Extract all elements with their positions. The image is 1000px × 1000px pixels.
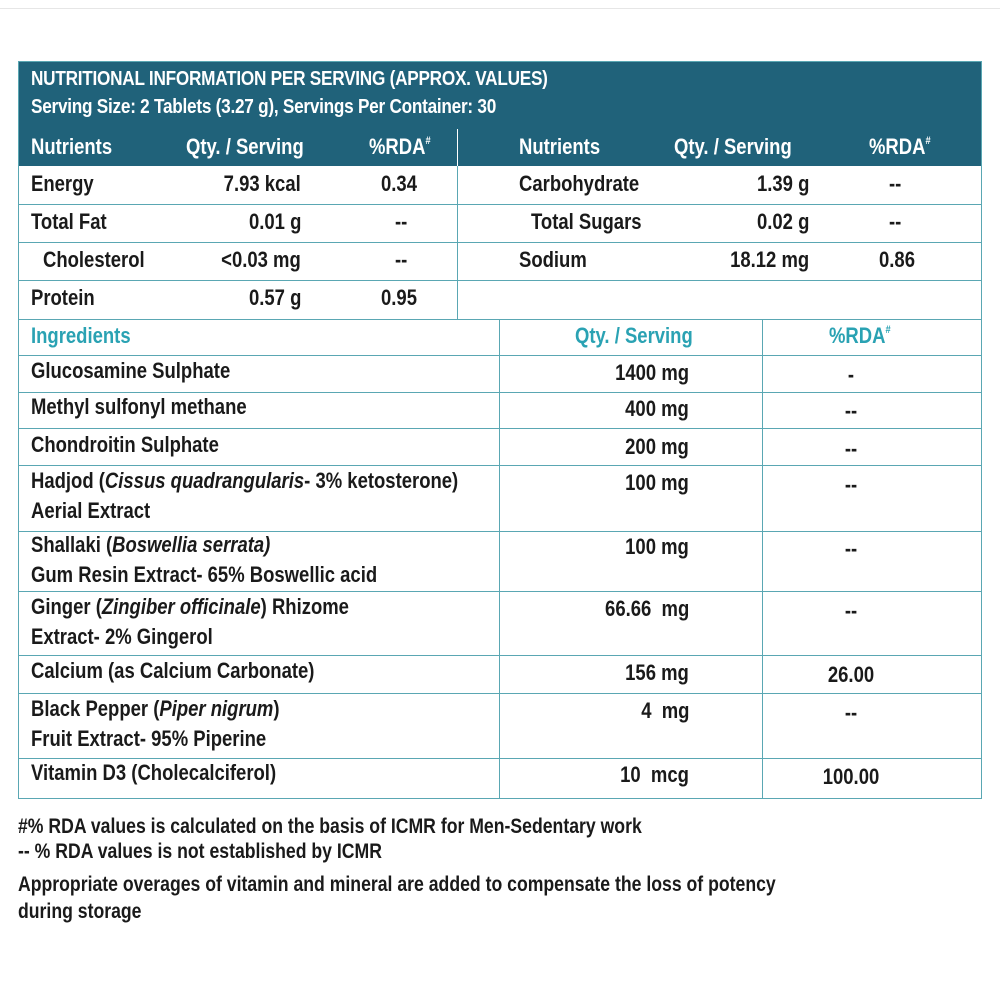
divider bbox=[499, 319, 500, 798]
ingredient-rda: -- bbox=[844, 398, 858, 423]
ingredient-rda: -- bbox=[844, 436, 858, 461]
ingredient-name: Methyl sulfonyl methane bbox=[31, 394, 247, 419]
divider bbox=[19, 428, 981, 429]
nutrient-name: Total Fat bbox=[31, 209, 107, 234]
nutrient-name: Carbohydrate bbox=[519, 171, 640, 196]
footnote-overages: Appropriate overages of vitamin and mine… bbox=[18, 873, 776, 896]
ingredient-rda: 100.00 bbox=[822, 764, 880, 789]
nutrient-name: Sodium bbox=[519, 247, 587, 272]
nutrient-name: Protein bbox=[31, 285, 95, 310]
ingredient-name: Glucosamine Sulphate bbox=[31, 358, 231, 383]
ingredient-qty: 4 mg bbox=[640, 698, 689, 723]
ingredient-name: Shallaki (Boswellia serrata) bbox=[31, 532, 271, 557]
ingredient-name: Black Pepper (Piper nigrum) bbox=[31, 696, 280, 721]
divider bbox=[457, 166, 458, 319]
nutrient-qty: 0.57 g bbox=[248, 285, 301, 310]
ingredient-rda: -- bbox=[844, 536, 858, 561]
col-nutrients-left: Nutrients bbox=[31, 134, 113, 159]
divider bbox=[19, 280, 981, 281]
ingredient-name: Vitamin D3 (Cholecalciferol) bbox=[31, 760, 277, 785]
divider bbox=[457, 129, 458, 166]
ingredient-name-line2: Extract- 2% Gingerol bbox=[31, 624, 213, 649]
nutrient-rda: -- bbox=[395, 209, 408, 234]
nutrient-rda: -- bbox=[395, 247, 408, 272]
panel-header: NUTRITIONAL INFORMATION PER SERVING (APP… bbox=[19, 62, 981, 129]
ingredient-name: Ginger (Zingiber officinale) Rhizome bbox=[31, 594, 349, 619]
col-qty-left: Qty. / Serving bbox=[186, 134, 304, 159]
nutrient-rda: 0.34 bbox=[381, 171, 417, 196]
ingredient-qty: 400 mg bbox=[625, 396, 689, 421]
rda-mark: # bbox=[885, 324, 891, 336]
footnote-not-established: -- % RDA values is not established by IC… bbox=[18, 840, 382, 863]
col-rda-right: %RDA# bbox=[869, 134, 931, 159]
ingredient-name: Chondroitin Sulphate bbox=[31, 432, 219, 457]
divider bbox=[19, 392, 981, 393]
nutrient-name: Energy bbox=[31, 171, 94, 196]
col-rda-left: %RDA# bbox=[369, 134, 431, 159]
ingredient-name: Hadjod (Cissus quadrangularis- 3% ketost… bbox=[31, 468, 459, 493]
divider bbox=[19, 319, 981, 320]
footnote-rda: #% RDA values is calculated on the basis… bbox=[18, 815, 642, 838]
footnote-storage: during storage bbox=[18, 900, 142, 923]
nutrient-qty: <0.03 mg bbox=[221, 247, 301, 272]
panel-title: NUTRITIONAL INFORMATION PER SERVING (APP… bbox=[31, 68, 548, 90]
divider bbox=[19, 591, 981, 592]
nutrient-rda: -- bbox=[889, 171, 902, 196]
nutrient-rda: -- bbox=[889, 209, 902, 234]
divider bbox=[19, 655, 981, 656]
nutrient-qty: 0.01 g bbox=[248, 209, 301, 234]
divider bbox=[19, 242, 981, 243]
rda-mark: # bbox=[425, 135, 431, 147]
nutrient-qty: 1.39 g bbox=[756, 171, 809, 196]
nutrient-rda: 0.86 bbox=[879, 247, 915, 272]
nutrient-rda: 0.95 bbox=[381, 285, 417, 310]
nutrient-name: Total Sugars bbox=[531, 209, 642, 234]
ingredient-rda: -- bbox=[844, 472, 858, 497]
divider bbox=[19, 465, 981, 466]
ingredient-name: Calcium (as Calcium Carbonate) bbox=[31, 658, 315, 683]
nutrient-qty: 7.93 kcal bbox=[223, 171, 301, 196]
col-ingredients: Ingredients bbox=[31, 323, 131, 348]
nutrient-qty: 0.02 g bbox=[756, 209, 809, 234]
divider bbox=[19, 758, 981, 759]
col-nutrients-right: Nutrients bbox=[519, 134, 601, 159]
divider bbox=[762, 319, 763, 798]
ingredient-qty: 200 mg bbox=[625, 434, 689, 459]
ingredient-rda: 26.00 bbox=[827, 662, 875, 687]
ingredient-qty: 100 mg bbox=[625, 470, 689, 495]
ingredient-qty: 100 mg bbox=[625, 534, 689, 559]
col-ingredient-qty: Qty. / Serving bbox=[575, 323, 693, 348]
col-qty-right: Qty. / Serving bbox=[674, 134, 792, 159]
ingredient-name-line2: Fruit Extract- 95% Piperine bbox=[31, 726, 267, 751]
nutrient-qty: 18.12 mg bbox=[729, 247, 809, 272]
rda-mark: # bbox=[925, 135, 931, 147]
divider bbox=[19, 693, 981, 694]
divider bbox=[19, 355, 981, 356]
nutrient-header-row: Nutrients Qty. / Serving %RDA# Nutrients… bbox=[19, 129, 981, 166]
ingredient-qty: 66.66 mg bbox=[604, 596, 689, 621]
divider bbox=[19, 531, 981, 532]
ingredient-qty: 10 mcg bbox=[620, 762, 689, 787]
divider bbox=[19, 204, 981, 205]
serving-info: Serving Size: 2 Tablets (3.27 g), Servin… bbox=[31, 96, 497, 118]
col-ingredient-rda: %RDA# bbox=[829, 323, 891, 348]
ingredient-qty: 156 mg bbox=[625, 660, 689, 685]
nutrient-name: Cholesterol bbox=[43, 247, 145, 272]
ingredient-rda: -- bbox=[844, 700, 858, 725]
nutrition-panel: NUTRITIONAL INFORMATION PER SERVING (APP… bbox=[18, 61, 982, 799]
ingredient-rda: -- bbox=[844, 598, 858, 623]
ingredient-name-line2: Gum Resin Extract- 65% Boswellic acid bbox=[31, 562, 378, 587]
ingredient-qty: 1400 mg bbox=[615, 360, 689, 385]
ingredient-rda: - bbox=[847, 362, 855, 387]
ingredient-name-line2: Aerial Extract bbox=[31, 498, 151, 523]
top-divider bbox=[0, 8, 1000, 9]
